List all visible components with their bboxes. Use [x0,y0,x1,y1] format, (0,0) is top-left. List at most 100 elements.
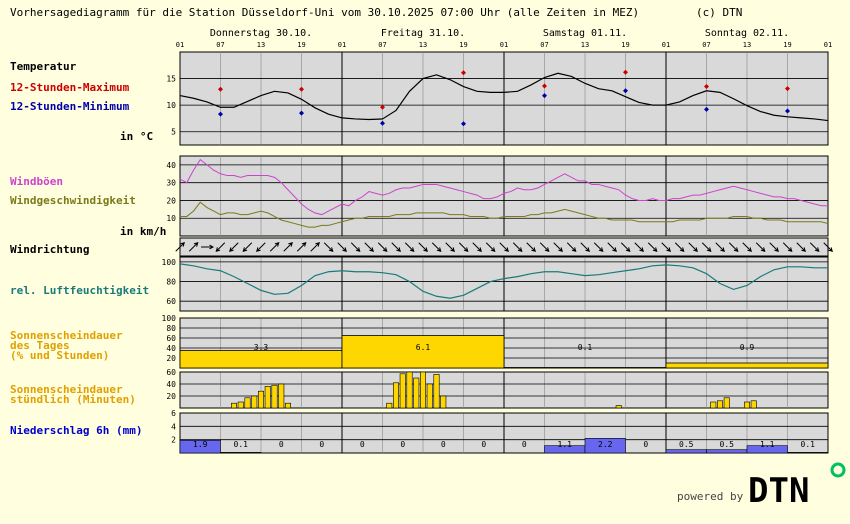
sun-hourly-bar [413,377,420,409]
sun-hourly-bar [251,395,258,409]
wind-arrow [458,242,469,252]
wind-tick-label: 40 [166,161,176,170]
precip-bar [706,449,748,454]
sun-daily-value: 0.9 [740,343,755,352]
wind-tick-label: 20 [166,196,176,205]
wind-arrow [418,242,428,252]
tmin-point [218,111,223,117]
wind-arrow [769,242,779,252]
wind-arrow [782,242,793,252]
sun-hourly-bar [244,397,251,409]
precip-value: 0.1 [234,440,249,449]
sun-hourly-bar [433,374,440,409]
wind-arrow [755,242,766,252]
sun-hourly-bar [440,395,447,409]
hour-tick-label: 13 [419,41,427,49]
sun-daily-bar [665,362,829,369]
sun-daily-value: 6.1 [416,343,431,352]
sun-daily-tick-label: 60 [166,334,176,343]
precip-label: Niederschlag 6h (mm) [10,424,142,437]
sun-daily-label-1: Sonnenscheindauer [10,329,123,342]
sun-hourly-label-1: Sonnenscheindauer [10,383,123,396]
wind-arrow [823,242,833,252]
tmax-point [704,84,709,90]
wind-direction-label: Windrichtung [10,243,89,256]
precip-value: 1.1 [760,440,775,449]
wind-arrow [715,242,725,252]
precip-tick-label: 2 [171,436,176,445]
wind-arrow [796,242,806,252]
sun-hourly-bar [399,373,406,409]
wind-speed-label: Windgeschwindigkeit [10,194,136,207]
precip-value: 1.1 [558,440,573,449]
temp-unit-label: in °C [120,130,153,143]
data-series: 3.3 6.1 0.1 0.9 1.9 0.1 0 0 0 0 0 0 0 1.1 2.2 0 0.5 0.5 1.… [175,69,833,454]
sun-daily-label-2: des Tages [10,339,70,352]
wind-arrow [728,242,739,252]
humidity-tick-label: 100 [162,258,177,267]
copyright: (c) DTN [696,6,742,19]
wind-arrow [620,242,631,252]
chart-title: Vorhersagediagramm für die Station Düsse… [10,6,639,19]
precip-value: 0 [279,440,284,449]
gusts-line [179,158,828,216]
precip-bar [787,452,829,454]
wind-arrow [634,242,644,252]
dtn-logo-dot-icon [830,462,846,478]
hour-tick-label: 07 [378,41,386,49]
sun-hourly-bar [386,402,393,409]
wind-arrow [526,242,536,252]
precip-value: 0.5 [720,440,735,449]
wind-arrow [647,242,658,252]
dtn-logo: DTN [748,471,809,511]
tmin-point [785,108,790,114]
wind-arrow [242,242,253,252]
tmin-label: 12-Stunden-Minimum [10,100,130,113]
sun-hourly-tick-label: 40 [166,380,176,389]
day-label: Freitag 31.10. [381,28,465,39]
sun-hourly-tick-label: 60 [166,368,176,377]
wind-arrow [445,242,455,252]
sun-hourly-bar [716,400,723,409]
precip-bar [179,440,221,454]
day-label: Samstag 01.11. [543,28,627,39]
tmin-point [623,88,628,94]
wind-arrow [431,242,442,252]
wind-arrow [688,242,698,252]
precip-value: 0 [360,440,365,449]
sun-daily-bar [179,350,343,369]
sun-hourly-bar [264,386,271,409]
wind-tick-label: 10 [166,214,176,223]
tmax-point [299,86,304,92]
wind-arrow [269,242,280,252]
wind-arrow [201,244,215,250]
precip-value: 0.1 [801,440,816,449]
tmin-point [380,120,385,126]
wind-arrow [566,242,577,252]
tmax-point [623,69,628,75]
sun-daily-tick-label: 40 [166,344,176,353]
sun-daily-value: 0.1 [578,343,593,352]
wind-arrow [742,242,752,252]
hour-tick-label: 01 [662,41,670,49]
temp-tick-label: 15 [166,75,176,84]
temperature-line [179,72,829,122]
hour-tick-label: 07 [540,41,548,49]
wind-arrow [539,242,550,252]
sun-hourly-label-2: stündlich (Minuten) [10,393,136,406]
hour-tick-label: 13 [257,41,265,49]
wind-arrow [283,242,293,252]
sun-hourly-bar [426,383,433,409]
powered-by-text: powered by [677,490,744,503]
wind-arrow [296,242,307,252]
precip-bar [220,452,262,454]
tmax-point [218,86,223,92]
hour-tick-label: 01 [824,41,832,49]
sun-hourly-bar [284,402,291,409]
wind-arrow [593,242,604,252]
hour-tick-label: 19 [783,41,791,49]
day-label: Donnerstag 30.10. [210,28,312,39]
wind-arrow [809,242,820,252]
tmax-point [542,83,547,89]
